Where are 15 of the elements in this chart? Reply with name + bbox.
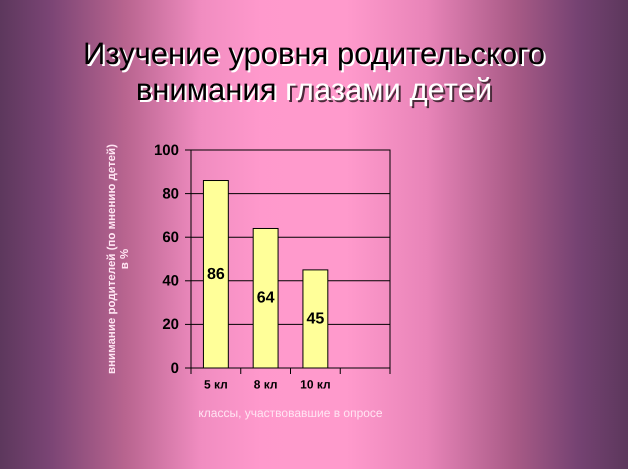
- x-axis-title: классы, участвовавшие в опросе: [198, 406, 383, 420]
- y-tick-label: 80: [162, 185, 179, 202]
- chart-title: Изучение уровня родительского внимания глазами детей: [83, 36, 545, 107]
- x-tick-label: 8 кл: [254, 378, 278, 392]
- y-tick-label: 100: [154, 142, 179, 159]
- data-label: 64: [256, 290, 275, 307]
- y-tick-label: 40: [162, 272, 179, 290]
- y-tick-label: 60: [162, 229, 179, 246]
- y-tick-label: 0: [170, 360, 179, 377]
- x-tick-label: 10 кл: [300, 378, 331, 392]
- data-label: 45: [306, 310, 324, 328]
- y-axis-title: внимание родителей (по мнению детей) в %: [106, 144, 132, 374]
- data-label: 86: [206, 266, 225, 283]
- x-tick-label: 5 кл: [204, 378, 228, 392]
- y-tick-label: 20: [162, 316, 179, 334]
